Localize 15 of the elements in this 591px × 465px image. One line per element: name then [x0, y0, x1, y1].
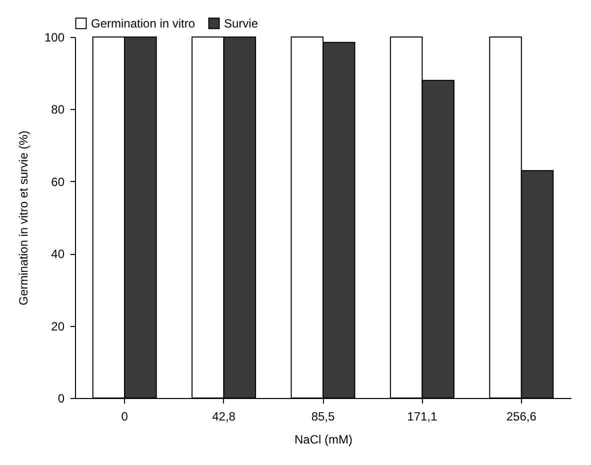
y-axis-title: Germination in vitro et survie (%) [16, 130, 30, 306]
y-tick-label: 100 [44, 30, 65, 44]
x-axis-title: NaCl (mM) [294, 432, 352, 446]
x-tick-label: 171,1 [407, 410, 438, 424]
legend-label: Survie [224, 16, 258, 30]
legend-label: Germination in vitro [91, 16, 196, 30]
y-tick-label: 20 [51, 319, 65, 334]
x-tick-label: 256,6 [506, 410, 537, 424]
x-tick-label: 85,5 [311, 410, 335, 424]
x-tick-label: 0 [121, 410, 128, 424]
y-tick-label: 80 [51, 102, 65, 117]
y-tick-label: 0 [58, 392, 65, 406]
y-tick-label: 40 [51, 247, 65, 262]
y-tick-label: 60 [51, 174, 65, 189]
x-tick-label: 42,8 [212, 410, 236, 424]
